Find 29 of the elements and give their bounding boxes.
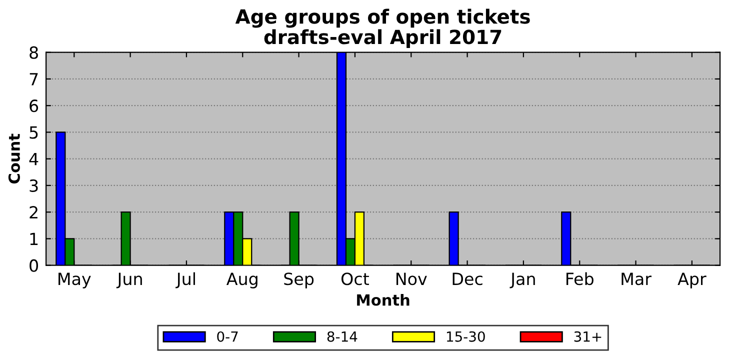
- x-tick-label: Apr: [678, 272, 706, 288]
- x-tick-label: Jun: [116, 272, 142, 288]
- x-tick-label: Jul: [176, 272, 195, 288]
- x-tick-label: Jan: [510, 272, 535, 288]
- y-tick-label: 7: [30, 73, 38, 86]
- y-tick-label: 0: [30, 259, 38, 272]
- y-tick-label: 8: [30, 46, 38, 59]
- y-tick-label: 2: [30, 206, 38, 218]
- x-tick-label: Oct: [341, 272, 369, 286]
- y-tick-label: 3: [30, 179, 38, 192]
- x-tick-label: Dec: [452, 272, 482, 286]
- chart-title: Age groups of open tickets: [235, 8, 530, 28]
- legend-label: 15-30: [446, 331, 485, 342]
- x-tick-label: Feb: [566, 272, 594, 286]
- y-tick-label: 1: [30, 232, 38, 246]
- y-tick-label: 6: [30, 100, 38, 112]
- y-tick-label: 4: [29, 153, 38, 166]
- chart-subtitle: drafts-eval April 2017: [264, 29, 502, 48]
- x-tick-label: May: [58, 272, 91, 288]
- x-tick-label: Sep: [284, 272, 314, 288]
- legend-label: 0-7: [217, 331, 238, 342]
- x-axis-title: Month: [357, 294, 410, 306]
- x-tick-label: Nov: [396, 272, 427, 286]
- legend-label: 8-14: [327, 331, 358, 342]
- y-tick-label: 5: [30, 126, 38, 139]
- x-tick-label: Mar: [622, 272, 652, 286]
- x-tick-label: Aug: [226, 272, 258, 288]
- y-axis-title: Count: [8, 134, 20, 184]
- legend-label: 31+: [574, 331, 602, 342]
